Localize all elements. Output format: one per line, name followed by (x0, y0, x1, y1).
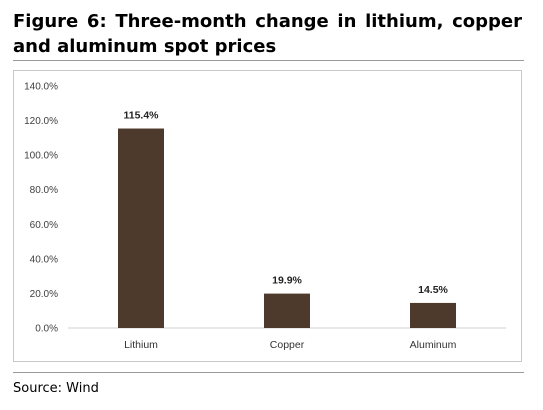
source-divider (13, 372, 524, 373)
category-label-lithium: Lithium (124, 339, 158, 351)
title-divider (13, 60, 524, 61)
data-label-copper: 19.9% (272, 275, 302, 287)
data-label-lithium: 115.4% (123, 110, 159, 122)
y-tick-label: 100.0% (24, 151, 58, 162)
y-tick-label: 140.0% (24, 82, 58, 93)
y-tick-label: 60.0% (30, 220, 58, 231)
y-tick-label: 20.0% (30, 289, 58, 300)
bar-copper (264, 293, 310, 328)
category-label-copper: Copper (270, 339, 305, 351)
category-label-aluminum: Aluminum (410, 339, 457, 351)
y-tick-label: 0.0% (35, 324, 58, 335)
source-note: Source: Wind (13, 381, 99, 396)
y-tick-label: 40.0% (30, 254, 58, 265)
bar-lithium (118, 128, 164, 328)
figure-title: Figure 6: Three-month change in lithium,… (13, 11, 522, 57)
data-label-aluminum: 14.5% (418, 284, 448, 296)
chart-frame (13, 70, 522, 362)
y-tick-label: 80.0% (30, 185, 58, 196)
y-tick-label: 120.0% (24, 116, 58, 127)
bar-chart: 0.0% 20.0% 40.0% 60.0% 80.0% 100.0% 120.0% 140.… (24, 82, 506, 351)
bar-aluminum (410, 302, 456, 328)
